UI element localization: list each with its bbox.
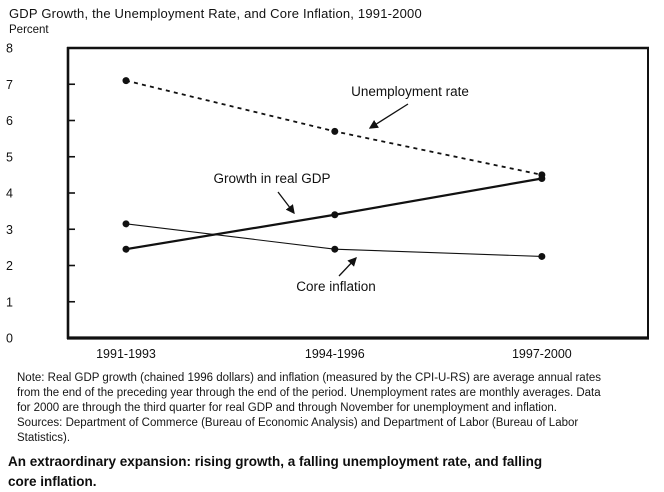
summary-caption: An extraordinary expansion: rising growt…	[8, 452, 542, 492]
annotation-arrow	[277, 191, 295, 215]
y-axis-tick-label: 4	[6, 187, 13, 201]
series-annotation-label: Core inflation	[296, 279, 376, 294]
series-line-unemployment-rate	[125, 79, 543, 176]
y-axis-tick-label: 2	[6, 259, 13, 273]
chart-title: GDP Growth, the Unemployment Rate, and C…	[9, 6, 422, 21]
series-annotation-label: Growth in real GDP	[213, 171, 330, 186]
annotation-arrow	[338, 257, 357, 277]
data-point-marker	[331, 127, 339, 135]
annotation-arrow	[368, 103, 409, 129]
y-axis-tick-label: 0	[6, 332, 13, 346]
chart-note: Note: Real GDP growth (chained 1996 doll…	[17, 371, 601, 446]
x-axis-category-label: 1991-1993	[96, 347, 156, 361]
data-point-marker	[122, 77, 130, 85]
y-axis-tick-label: 7	[6, 78, 13, 92]
note-line: Statistics).	[17, 432, 71, 444]
y-axis-tick-label: 5	[6, 150, 13, 164]
data-point-marker	[331, 211, 339, 219]
x-axis-category-label: 1997-2000	[512, 347, 572, 361]
data-point-marker	[538, 252, 546, 260]
note-line: Sources: Department of Commerce (Bureau …	[17, 417, 579, 429]
note-line: for 2000 are through the third quarter f…	[17, 402, 557, 414]
caption-line: core inflation.	[8, 474, 97, 489]
series-annotation-label: Unemployment rate	[351, 84, 469, 99]
y-axis-tick-label: 1	[6, 295, 13, 309]
note-line: Note: Real GDP growth (chained 1996 doll…	[17, 372, 602, 384]
data-point-marker	[122, 245, 130, 253]
data-point-marker	[122, 220, 130, 228]
data-point-marker	[538, 175, 546, 182]
line-chart: 0 1 2 3 4 5 6 7 8 1991-1993 1994-1996 1997-2000 Unem…	[6, 42, 649, 361]
y-axis-tick-label: 6	[6, 114, 13, 128]
data-point-marker	[331, 245, 339, 253]
caption-line: An extraordinary expansion: rising growt…	[8, 454, 543, 469]
y-axis-tick-label: 3	[6, 223, 13, 237]
y-axis-unit-label: Percent	[9, 24, 49, 36]
y-axis-tick-label: 8	[6, 42, 13, 56]
note-line: from the end of the preceding year throu…	[17, 387, 601, 399]
x-axis-category-label: 1994-1996	[305, 347, 365, 361]
